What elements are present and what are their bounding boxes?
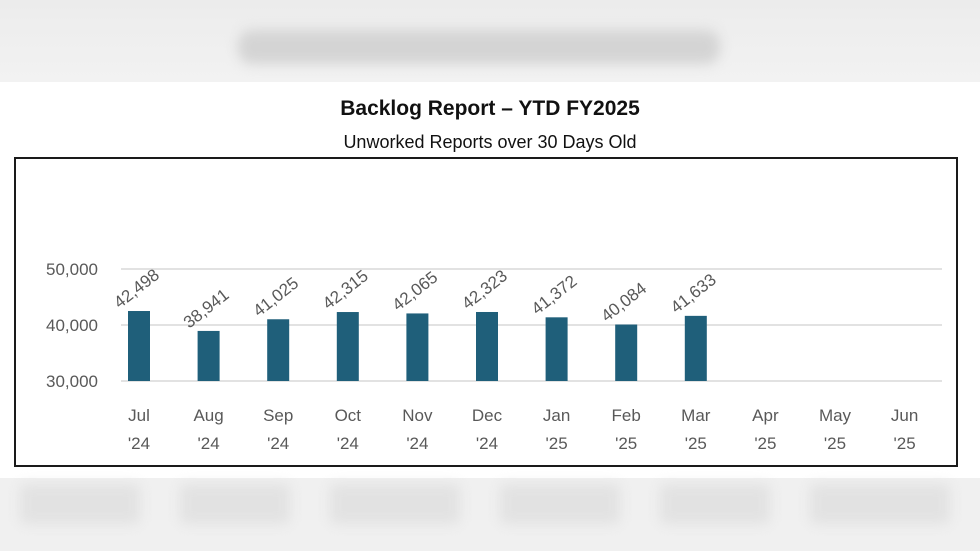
x-tick-label-year: '24 [406, 434, 428, 453]
y-tick-label: 50,000 [46, 260, 98, 279]
x-tick-label-month: Dec [472, 406, 503, 425]
blurred-heading [238, 30, 720, 64]
bar [615, 324, 638, 381]
bar [267, 319, 290, 381]
x-tick-label-year: '24 [267, 434, 289, 453]
x-tick-label-year: '25 [685, 434, 707, 453]
data-label: 40,084 [597, 279, 650, 326]
x-tick-label-year: '25 [894, 434, 916, 453]
bar [336, 312, 359, 381]
x-tick-label-year: '24 [198, 434, 220, 453]
x-tick-label-year: '25 [546, 434, 568, 453]
x-tick-label-year: '24 [337, 434, 359, 453]
x-tick-label-month: Apr [752, 406, 779, 425]
bar [128, 311, 150, 381]
x-tick-label-month: Jul [128, 406, 150, 425]
data-label: 42,315 [319, 266, 372, 313]
x-tick-label-month: Sep [263, 406, 293, 425]
bar [476, 311, 498, 381]
data-label: 41,633 [667, 270, 720, 317]
x-tick-label-year: '24 [476, 434, 498, 453]
x-tick-label-month: Jun [891, 406, 918, 425]
data-label: 41,025 [249, 273, 302, 320]
bar [197, 330, 220, 381]
x-tick-label-year: '25 [824, 434, 846, 453]
x-tick-label-year: '25 [615, 434, 637, 453]
blurred-footer [0, 478, 980, 551]
x-tick-label-year: '24 [128, 434, 150, 453]
chart-subtitle: Unworked Reports over 30 Days Old [343, 132, 637, 152]
x-tick-label-month: Aug [193, 406, 223, 425]
y-tick-label: 40,000 [46, 316, 98, 335]
y-tick-label: 30,000 [46, 372, 98, 391]
data-label: 42,323 [458, 266, 511, 313]
data-label: 42,065 [389, 268, 442, 315]
bar [406, 313, 429, 381]
x-tick-label-month: Nov [402, 406, 433, 425]
x-tick-label-month: May [819, 406, 852, 425]
data-label: 42,498 [110, 265, 163, 312]
chart-frame: 30,000 40,000 50,000 42,498 Jul '24 38,941 Aug '… [14, 157, 958, 467]
data-label: 41,372 [528, 271, 581, 318]
bar [545, 317, 568, 381]
chart-title: Backlog Report – YTD FY2025 [340, 97, 640, 120]
blurred-header [0, 0, 980, 82]
x-tick-label-month: Jan [543, 406, 570, 425]
x-tick-label-year: '25 [754, 434, 776, 453]
bar [684, 315, 707, 381]
x-tick-label-month: Feb [612, 406, 641, 425]
x-tick-label-month: Mar [681, 406, 711, 425]
x-tick-label-month: Oct [335, 406, 362, 425]
